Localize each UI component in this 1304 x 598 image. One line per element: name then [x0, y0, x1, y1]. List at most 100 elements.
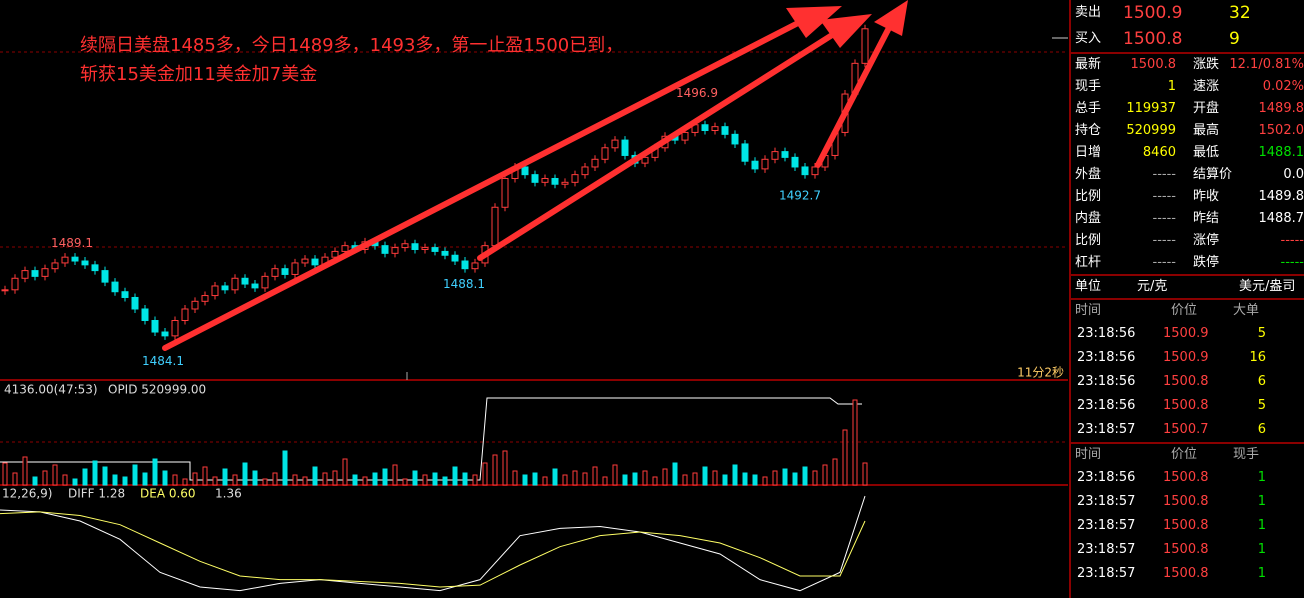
volume-bar — [162, 470, 168, 486]
volume-bar — [262, 478, 268, 486]
volume-bar — [732, 464, 738, 486]
candle — [581, 166, 589, 176]
candle — [311, 258, 319, 266]
annotation: 续隔日美盘1485多，今日1489多，1493多，第一止盈1500已到， — [80, 35, 623, 56]
candle — [561, 181, 569, 185]
candle — [81, 260, 89, 266]
candle — [471, 262, 479, 270]
candle — [761, 158, 769, 170]
candle — [211, 285, 219, 297]
price-label: 1489.1 — [51, 236, 93, 250]
panel-row: 比例 ----- 昨收 1489.8 — [1071, 186, 1304, 208]
panel-text: 5 — [1257, 326, 1266, 341]
panel-row: 比例 ----- 涨停 ----- — [1071, 230, 1304, 252]
volume-bar — [482, 462, 488, 486]
volume-bar — [752, 474, 758, 486]
panel-row: 23:18:57 1500.7 6 — [1071, 418, 1304, 442]
panel-row: 单位 元/克 美元/盎司 — [1071, 274, 1304, 298]
price-label: 1488.1 — [443, 277, 485, 291]
candle — [271, 268, 279, 277]
volume-bar — [332, 470, 338, 486]
candle — [541, 177, 549, 183]
candle — [501, 177, 509, 208]
panel-text: 1 — [1167, 79, 1176, 94]
candle — [411, 243, 419, 250]
volume-bar — [672, 462, 678, 486]
panel-row: 23:18:56 1500.8 5 — [1071, 394, 1304, 418]
candle — [421, 247, 429, 250]
panel-text: 1500.8 — [1163, 566, 1209, 581]
candle — [41, 268, 49, 277]
volume-bar — [72, 478, 78, 486]
panel-text: 1500.9 — [1163, 326, 1209, 341]
volume-bar — [862, 462, 868, 486]
candle — [261, 275, 269, 289]
panel-text: 1500.8 — [1163, 494, 1209, 509]
panel-text: 520999 — [1126, 123, 1176, 138]
volume-bar — [502, 450, 508, 486]
volume-header: 4136.00(47:53) — [4, 383, 98, 397]
panel-text: 23:18:57 — [1077, 542, 1136, 557]
macd-header: DIFF 1.28 — [68, 487, 125, 501]
price-label: 1502.0 — [844, 0, 886, 2]
candle — [51, 262, 59, 270]
candle — [251, 283, 259, 289]
panel-text: 速涨 — [1193, 79, 1220, 94]
candle — [111, 281, 119, 293]
candle — [181, 308, 189, 322]
panel-text: 买入 — [1075, 31, 1102, 46]
candle — [131, 296, 139, 310]
candle — [291, 262, 299, 275]
volume-bar — [372, 472, 378, 486]
volume-bar — [62, 474, 68, 486]
volume-bar — [142, 472, 148, 486]
panel-text: 1489.8 — [1258, 189, 1304, 204]
panel-text: 元/克 — [1137, 279, 1168, 294]
panel-text: ----- — [1152, 189, 1176, 204]
volume-bar — [122, 476, 128, 486]
volume-bar — [392, 464, 398, 486]
panel-text: 日增 — [1075, 145, 1102, 160]
macd-line — [0, 511, 866, 588]
candle — [331, 250, 339, 258]
panel-text: 时间 — [1075, 303, 1102, 318]
panel-text: 卖出 — [1075, 5, 1102, 20]
volume-bar — [842, 429, 848, 486]
panel-text: 1500.8 — [1163, 518, 1209, 533]
candle — [701, 124, 709, 132]
price-label: 1484.1 — [142, 354, 184, 368]
panel-text: 大单 — [1233, 303, 1260, 318]
annotation: 斩获15美金加11美金加7美金 — [80, 64, 317, 85]
panel-row: 时间 价位 现手 — [1071, 442, 1304, 466]
panel-text: 持仓 — [1075, 123, 1102, 138]
volume-bar — [342, 458, 348, 486]
panel-text: 总手 — [1075, 101, 1102, 116]
volume-bar — [472, 474, 478, 486]
candle — [491, 206, 499, 247]
panel-text: 23:18:57 — [1077, 518, 1136, 533]
panel-text: 跌停 — [1193, 255, 1220, 270]
candle — [171, 320, 179, 337]
volume-bar — [312, 466, 318, 486]
quote-panel: 卖出 1500.9 32 买入 1500.8 9 最新 1500.8 涨跌 12.1/0.81% 现… — [1069, 0, 1304, 598]
panel-text: 119937 — [1126, 101, 1176, 116]
volume-bar — [92, 460, 98, 486]
panel-text: 结算价 — [1193, 167, 1233, 182]
candle — [101, 270, 109, 283]
panel-text: 开盘 — [1193, 101, 1220, 116]
volume-bar — [282, 450, 288, 486]
panel-text: 1 — [1257, 494, 1266, 509]
volume-bar — [832, 458, 838, 486]
candle — [341, 245, 349, 252]
volume-bar — [632, 472, 638, 486]
candle — [231, 277, 239, 291]
candle — [161, 331, 169, 337]
volume-header: OPID 520999.00 — [108, 383, 206, 397]
panel-text: 时间 — [1075, 447, 1102, 462]
panel-text: ----- — [1280, 255, 1304, 270]
panel-row: 杠杆 ----- 跌停 ----- — [1071, 252, 1304, 274]
panel-text: 23:18:56 — [1077, 374, 1136, 389]
candle — [681, 131, 689, 141]
candle — [621, 139, 629, 156]
